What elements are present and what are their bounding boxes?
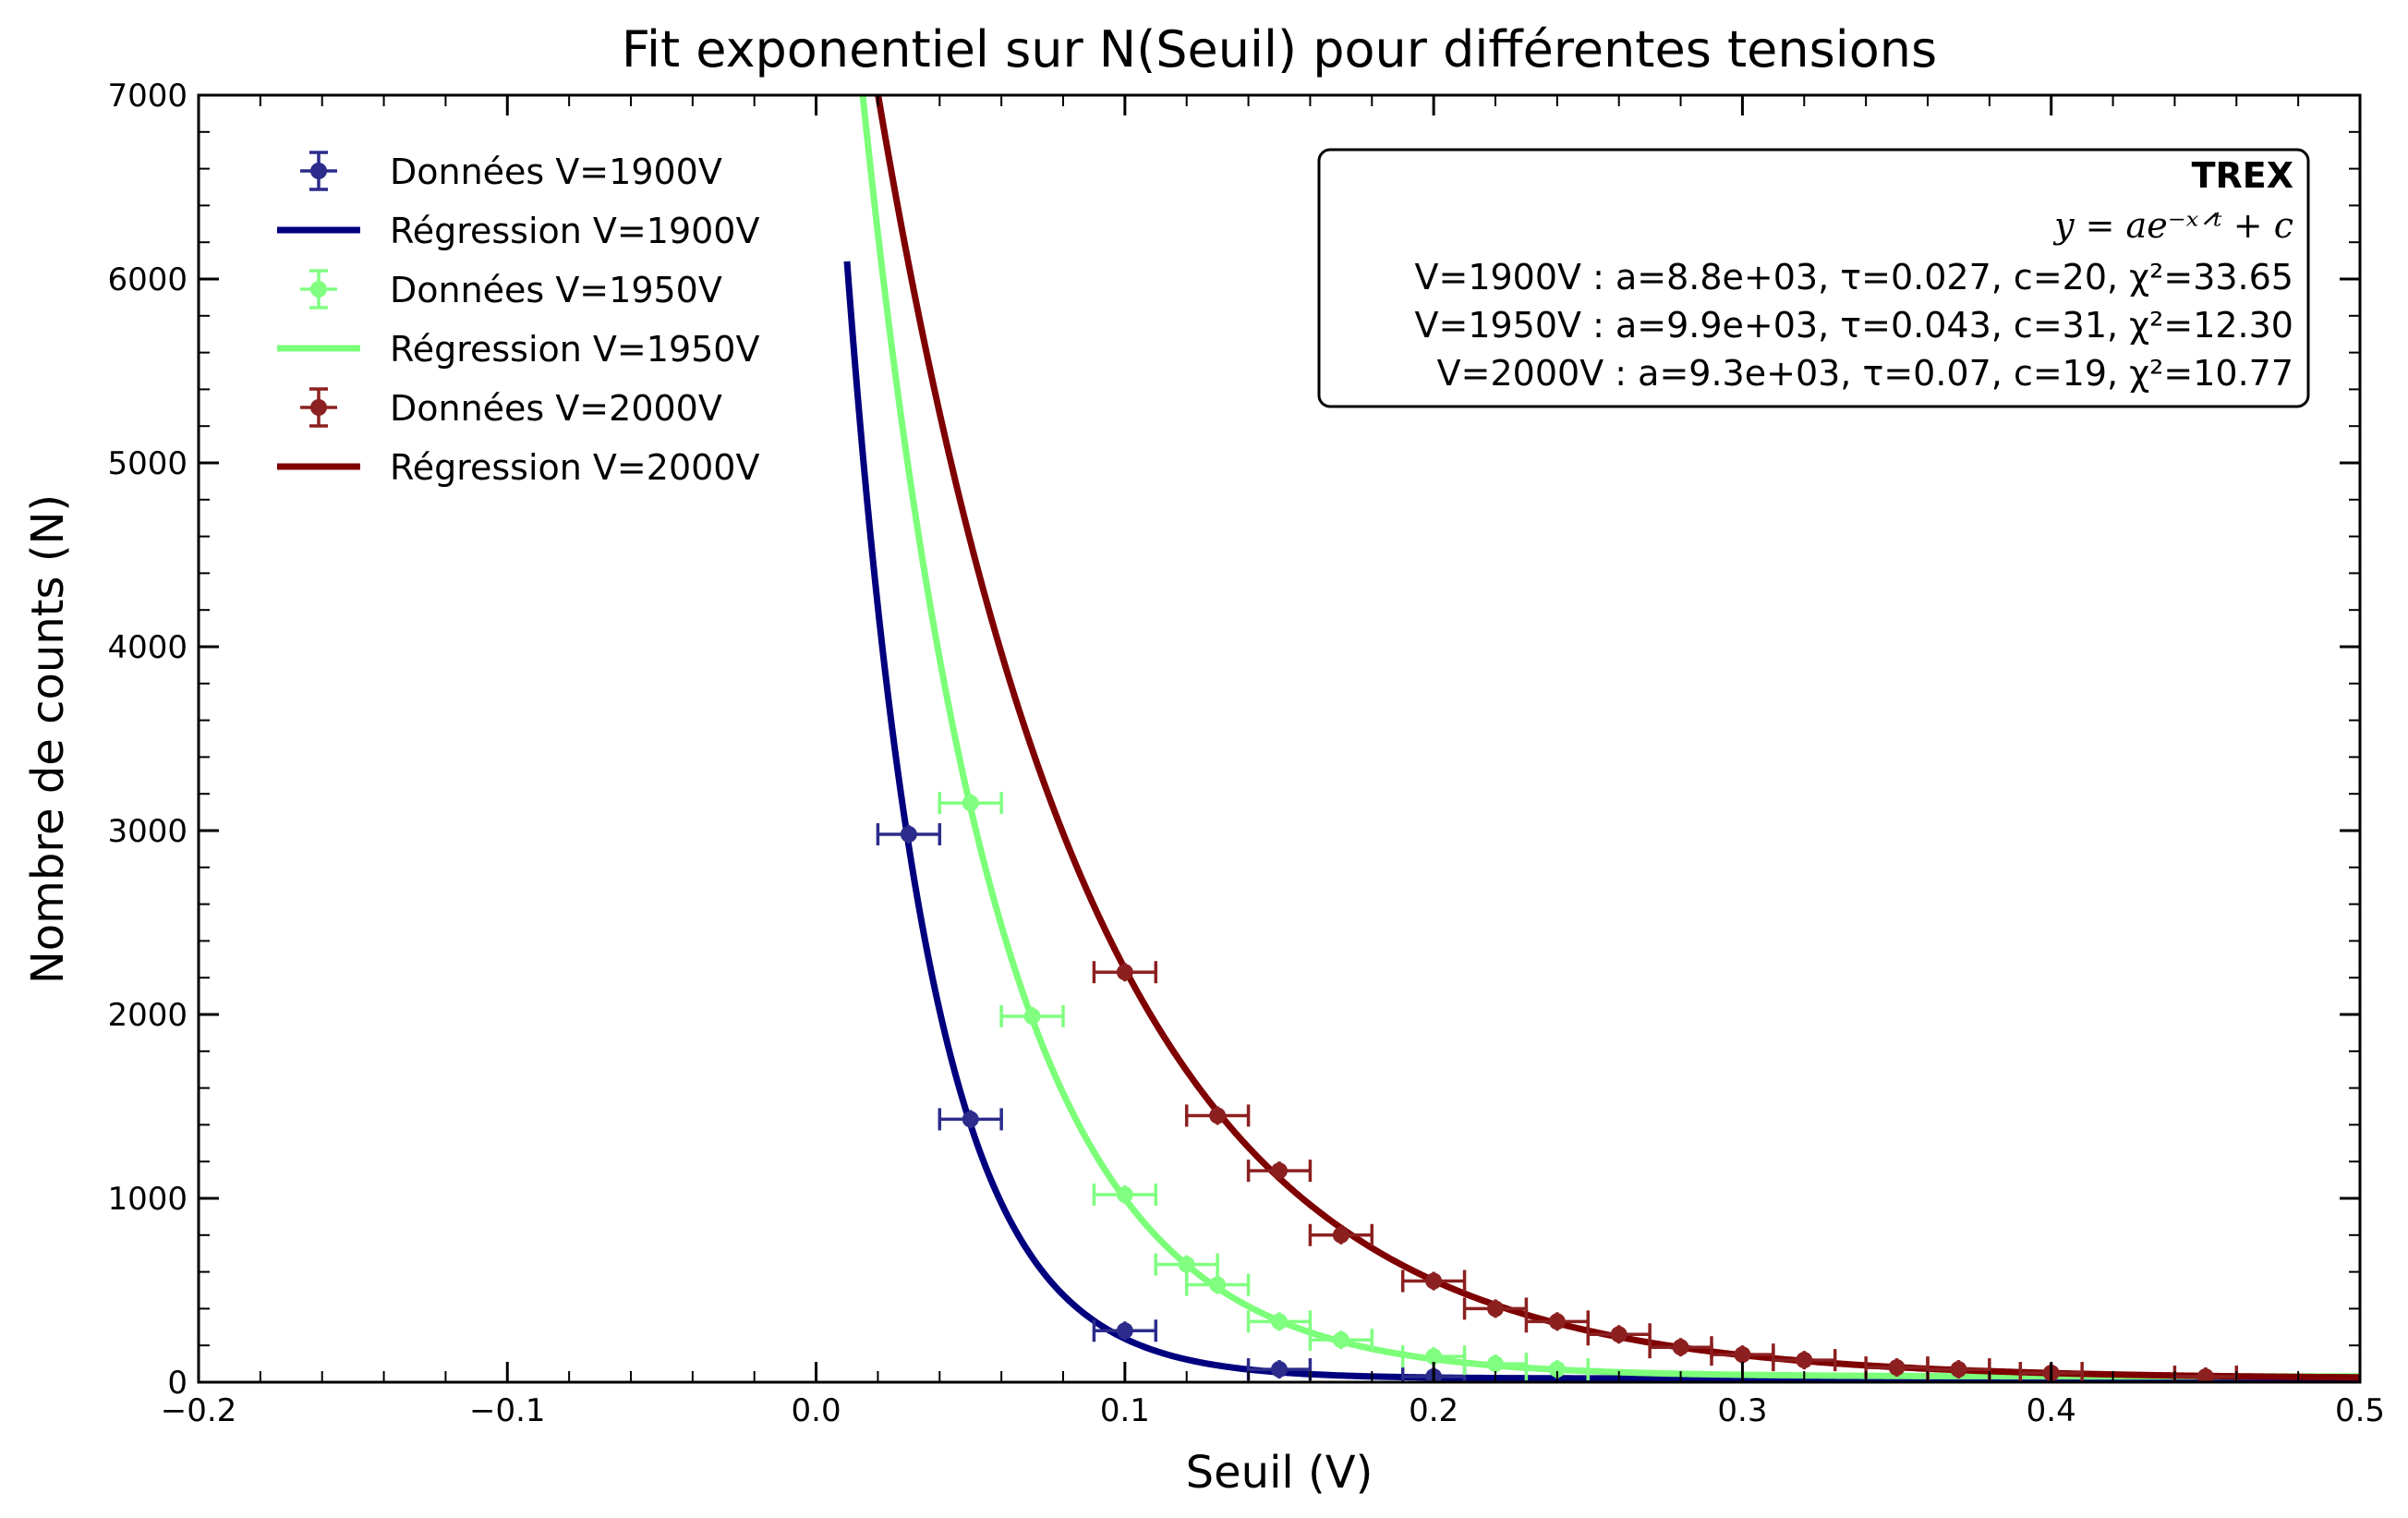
data-points bbox=[876, 792, 2239, 1382]
y-tick-label: 6000 bbox=[107, 261, 188, 298]
info-box-line-2000: V=2000V : a=9.3e+03, τ=0.07, c=19, χ²=10… bbox=[1437, 353, 2293, 394]
marker bbox=[1425, 1348, 1443, 1366]
marker bbox=[1950, 1361, 1967, 1378]
data-point-2 bbox=[1184, 1104, 1251, 1127]
x-tick-label: 0.5 bbox=[2335, 1392, 2385, 1429]
y-tick-label: 2000 bbox=[107, 997, 188, 1034]
legend-label-data: Données V=2000V bbox=[390, 388, 722, 429]
legend: Données V=1900V Régression V=1900V Données… bbox=[277, 151, 759, 488]
legend-marker bbox=[310, 163, 327, 179]
marker bbox=[2196, 1368, 2214, 1382]
x-tick-label: −0.2 bbox=[161, 1392, 237, 1429]
marker bbox=[1271, 1162, 1288, 1180]
x-tick-label: 0.4 bbox=[2027, 1392, 2076, 1429]
x-tick-label: 0.3 bbox=[1717, 1392, 1767, 1429]
data-point-2 bbox=[1772, 1349, 1837, 1372]
marker bbox=[1610, 1326, 1628, 1343]
y-axis-title: Nombre de counts (N) bbox=[22, 494, 74, 984]
data-point-0 bbox=[876, 822, 942, 845]
data-point-1 bbox=[1308, 1329, 1374, 1352]
y-tick-label: 1000 bbox=[107, 1181, 188, 1218]
legend-entry-data-2: Données V=2000V bbox=[300, 387, 722, 429]
info-box-line-1900: V=1900V : a=8.8e+03, τ=0.027, c=20, χ²=3… bbox=[1414, 257, 2293, 298]
x-tick-label: 0.1 bbox=[1100, 1392, 1150, 1429]
legend-label-fit: Régression V=1950V bbox=[390, 329, 759, 370]
data-point-2 bbox=[1308, 1223, 1374, 1246]
legend-label-data: Données V=1900V bbox=[390, 152, 722, 192]
data-point-1 bbox=[1246, 1310, 1313, 1333]
legend-entry-fit-0: Régression V=1900V bbox=[277, 211, 759, 251]
marker bbox=[1116, 1186, 1133, 1204]
marker bbox=[962, 1111, 979, 1128]
marker bbox=[1796, 1352, 1813, 1369]
data-point-1 bbox=[938, 792, 1003, 815]
x-tick-label: −0.1 bbox=[469, 1392, 546, 1429]
marker bbox=[1116, 964, 1133, 981]
data-point-2 bbox=[1400, 1269, 1467, 1293]
marker bbox=[1023, 1007, 1041, 1025]
legend-entry-fit-1: Régression V=1950V bbox=[277, 329, 759, 370]
marker bbox=[1548, 1361, 1566, 1378]
marker bbox=[1734, 1346, 1751, 1364]
data-point-1 bbox=[1154, 1253, 1219, 1276]
info-box-frame bbox=[1317, 148, 2310, 408]
legend-label-data: Données V=1950V bbox=[390, 270, 722, 310]
info-box-title: TREX bbox=[2192, 155, 2293, 196]
y-tick-label: 5000 bbox=[107, 445, 188, 482]
marker bbox=[1888, 1359, 1906, 1377]
data-point-1 bbox=[1092, 1184, 1158, 1207]
marker bbox=[1487, 1300, 1504, 1318]
marker bbox=[1209, 1276, 1227, 1293]
legend-label-fit: Régression V=2000V bbox=[390, 447, 759, 488]
info-box: TREX y = ae⁻ˣᐟᵗ + c V=1900V : a=8.8e+03,… bbox=[1317, 148, 2310, 408]
info-box-formula: y = ae⁻ˣᐟᵗ + c bbox=[2052, 205, 2293, 246]
info-box-line-1950: V=1950V : a=9.9e+03, τ=0.043, c=31, χ²=1… bbox=[1414, 305, 2293, 346]
marker bbox=[900, 825, 917, 843]
data-point-0 bbox=[1092, 1319, 1158, 1342]
legend-entry-fit-2: Régression V=2000V bbox=[277, 447, 759, 488]
legend-label-fit: Régression V=1900V bbox=[390, 211, 759, 251]
y-tick-label: 7000 bbox=[107, 78, 188, 115]
marker bbox=[1548, 1313, 1566, 1330]
marker bbox=[1487, 1355, 1504, 1373]
marker bbox=[1271, 1313, 1288, 1330]
legend-entry-data-0: Données V=1900V bbox=[300, 151, 722, 192]
chart-title: Fit exponentiel sur N(Seuil) pour différ… bbox=[622, 20, 1937, 79]
marker bbox=[1116, 1322, 1133, 1340]
legend-marker bbox=[310, 281, 327, 298]
legend-marker bbox=[310, 399, 327, 416]
data-point-0 bbox=[938, 1108, 1003, 1131]
marker bbox=[1178, 1256, 1195, 1273]
data-point-1 bbox=[999, 1004, 1065, 1027]
data-point-2 bbox=[1246, 1160, 1313, 1183]
y-tick-label: 0 bbox=[167, 1365, 188, 1402]
marker bbox=[1332, 1331, 1349, 1349]
marker bbox=[962, 795, 979, 812]
marker bbox=[1425, 1272, 1443, 1290]
y-tick-label: 4000 bbox=[107, 629, 188, 666]
y-tick-label: 3000 bbox=[107, 813, 188, 850]
x-axis-title: Seuil (V) bbox=[1186, 1447, 1373, 1499]
marker bbox=[1271, 1361, 1288, 1378]
data-point-1 bbox=[1184, 1273, 1251, 1296]
marker bbox=[1672, 1339, 1689, 1356]
data-point-2 bbox=[1092, 961, 1158, 984]
x-tick-label: 0.2 bbox=[1409, 1392, 1458, 1429]
plot-frame bbox=[197, 93, 2362, 1384]
tick-labels: −0.2 −0.1 0.0 0.1 0.2 0.3 0.4 0.5 0 1000 2000 3000 4… bbox=[107, 78, 2385, 1429]
x-tick-label: 0.0 bbox=[792, 1392, 841, 1429]
marker bbox=[1332, 1226, 1349, 1244]
marker bbox=[1209, 1107, 1227, 1124]
legend-entry-data-1: Données V=1950V bbox=[300, 269, 722, 310]
